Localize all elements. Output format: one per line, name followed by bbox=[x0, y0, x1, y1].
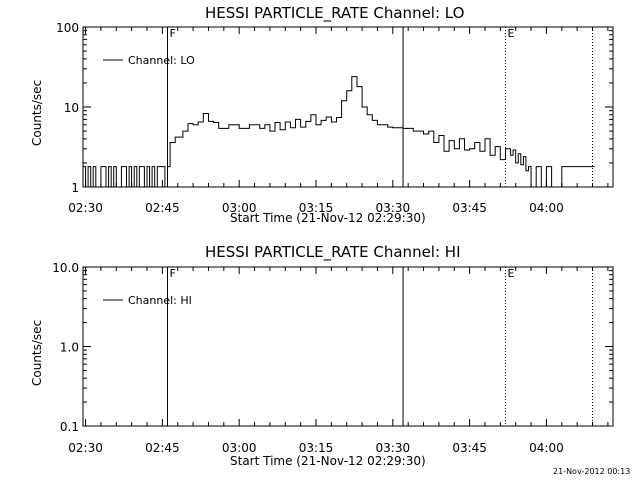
plot-frame-hi bbox=[82, 266, 614, 427]
x-tick-label-hi: 03:15 bbox=[299, 441, 334, 455]
event-marker-label-hi: E bbox=[507, 267, 514, 280]
x-tick-label-lo: 03:45 bbox=[452, 201, 487, 215]
series-line-lo bbox=[83, 76, 595, 188]
x-tick-label-hi: 03:30 bbox=[376, 441, 411, 455]
x-tick-label-lo: 03:00 bbox=[222, 201, 257, 215]
y-tick-label-hi: 0.1 bbox=[60, 420, 79, 434]
y-tick-label-hi: 10.0 bbox=[52, 261, 79, 275]
y-tick-label-lo: 10 bbox=[64, 101, 79, 115]
y-tick-label-hi: 1.0 bbox=[60, 341, 79, 355]
x-axis-label-lo: Start Time (21-Nov-12 02:29:30) bbox=[230, 211, 426, 225]
footer-timestamp: 21-Nov-2012 00:13 bbox=[553, 467, 631, 476]
x-axis-label-hi: Start Time (21-Nov-12 02:29:30) bbox=[230, 454, 426, 468]
chart-title-hi: HESSI PARTICLE_RATE Channel: HI bbox=[205, 243, 461, 261]
event-marker-label-lo: E bbox=[507, 27, 514, 40]
y-tick-label-lo: 100 bbox=[56, 21, 79, 35]
plot-frame-lo bbox=[82, 26, 614, 188]
x-tick-label-hi: 04:00 bbox=[529, 441, 564, 455]
x-tick-label-hi: 02:45 bbox=[145, 441, 180, 455]
y-axis-label-hi: Counts/sec bbox=[30, 319, 44, 386]
chart-title-lo: HESSI PARTICLE_RATE Channel: LO bbox=[205, 4, 465, 22]
event-marker-label-hi: F bbox=[169, 267, 175, 280]
x-tick-label-lo: 02:30 bbox=[68, 201, 103, 215]
legend-label-hi: Channel: HI bbox=[128, 294, 192, 307]
x-tick-label-hi: 02:30 bbox=[68, 441, 103, 455]
legend-label-lo: Channel: LO bbox=[128, 54, 195, 67]
event-marker-label-lo: F bbox=[169, 27, 175, 40]
x-tick-label-hi: 03:00 bbox=[222, 441, 257, 455]
x-tick-label-lo: 04:00 bbox=[529, 201, 564, 215]
y-tick-label-lo: 1 bbox=[71, 181, 79, 195]
x-tick-label-hi: 03:45 bbox=[452, 441, 487, 455]
x-tick-label-lo: 03:30 bbox=[376, 201, 411, 215]
x-tick-label-lo: 02:45 bbox=[145, 201, 180, 215]
x-tick-label-lo: 03:15 bbox=[299, 201, 334, 215]
y-axis-label-lo: Counts/sec bbox=[30, 79, 44, 146]
